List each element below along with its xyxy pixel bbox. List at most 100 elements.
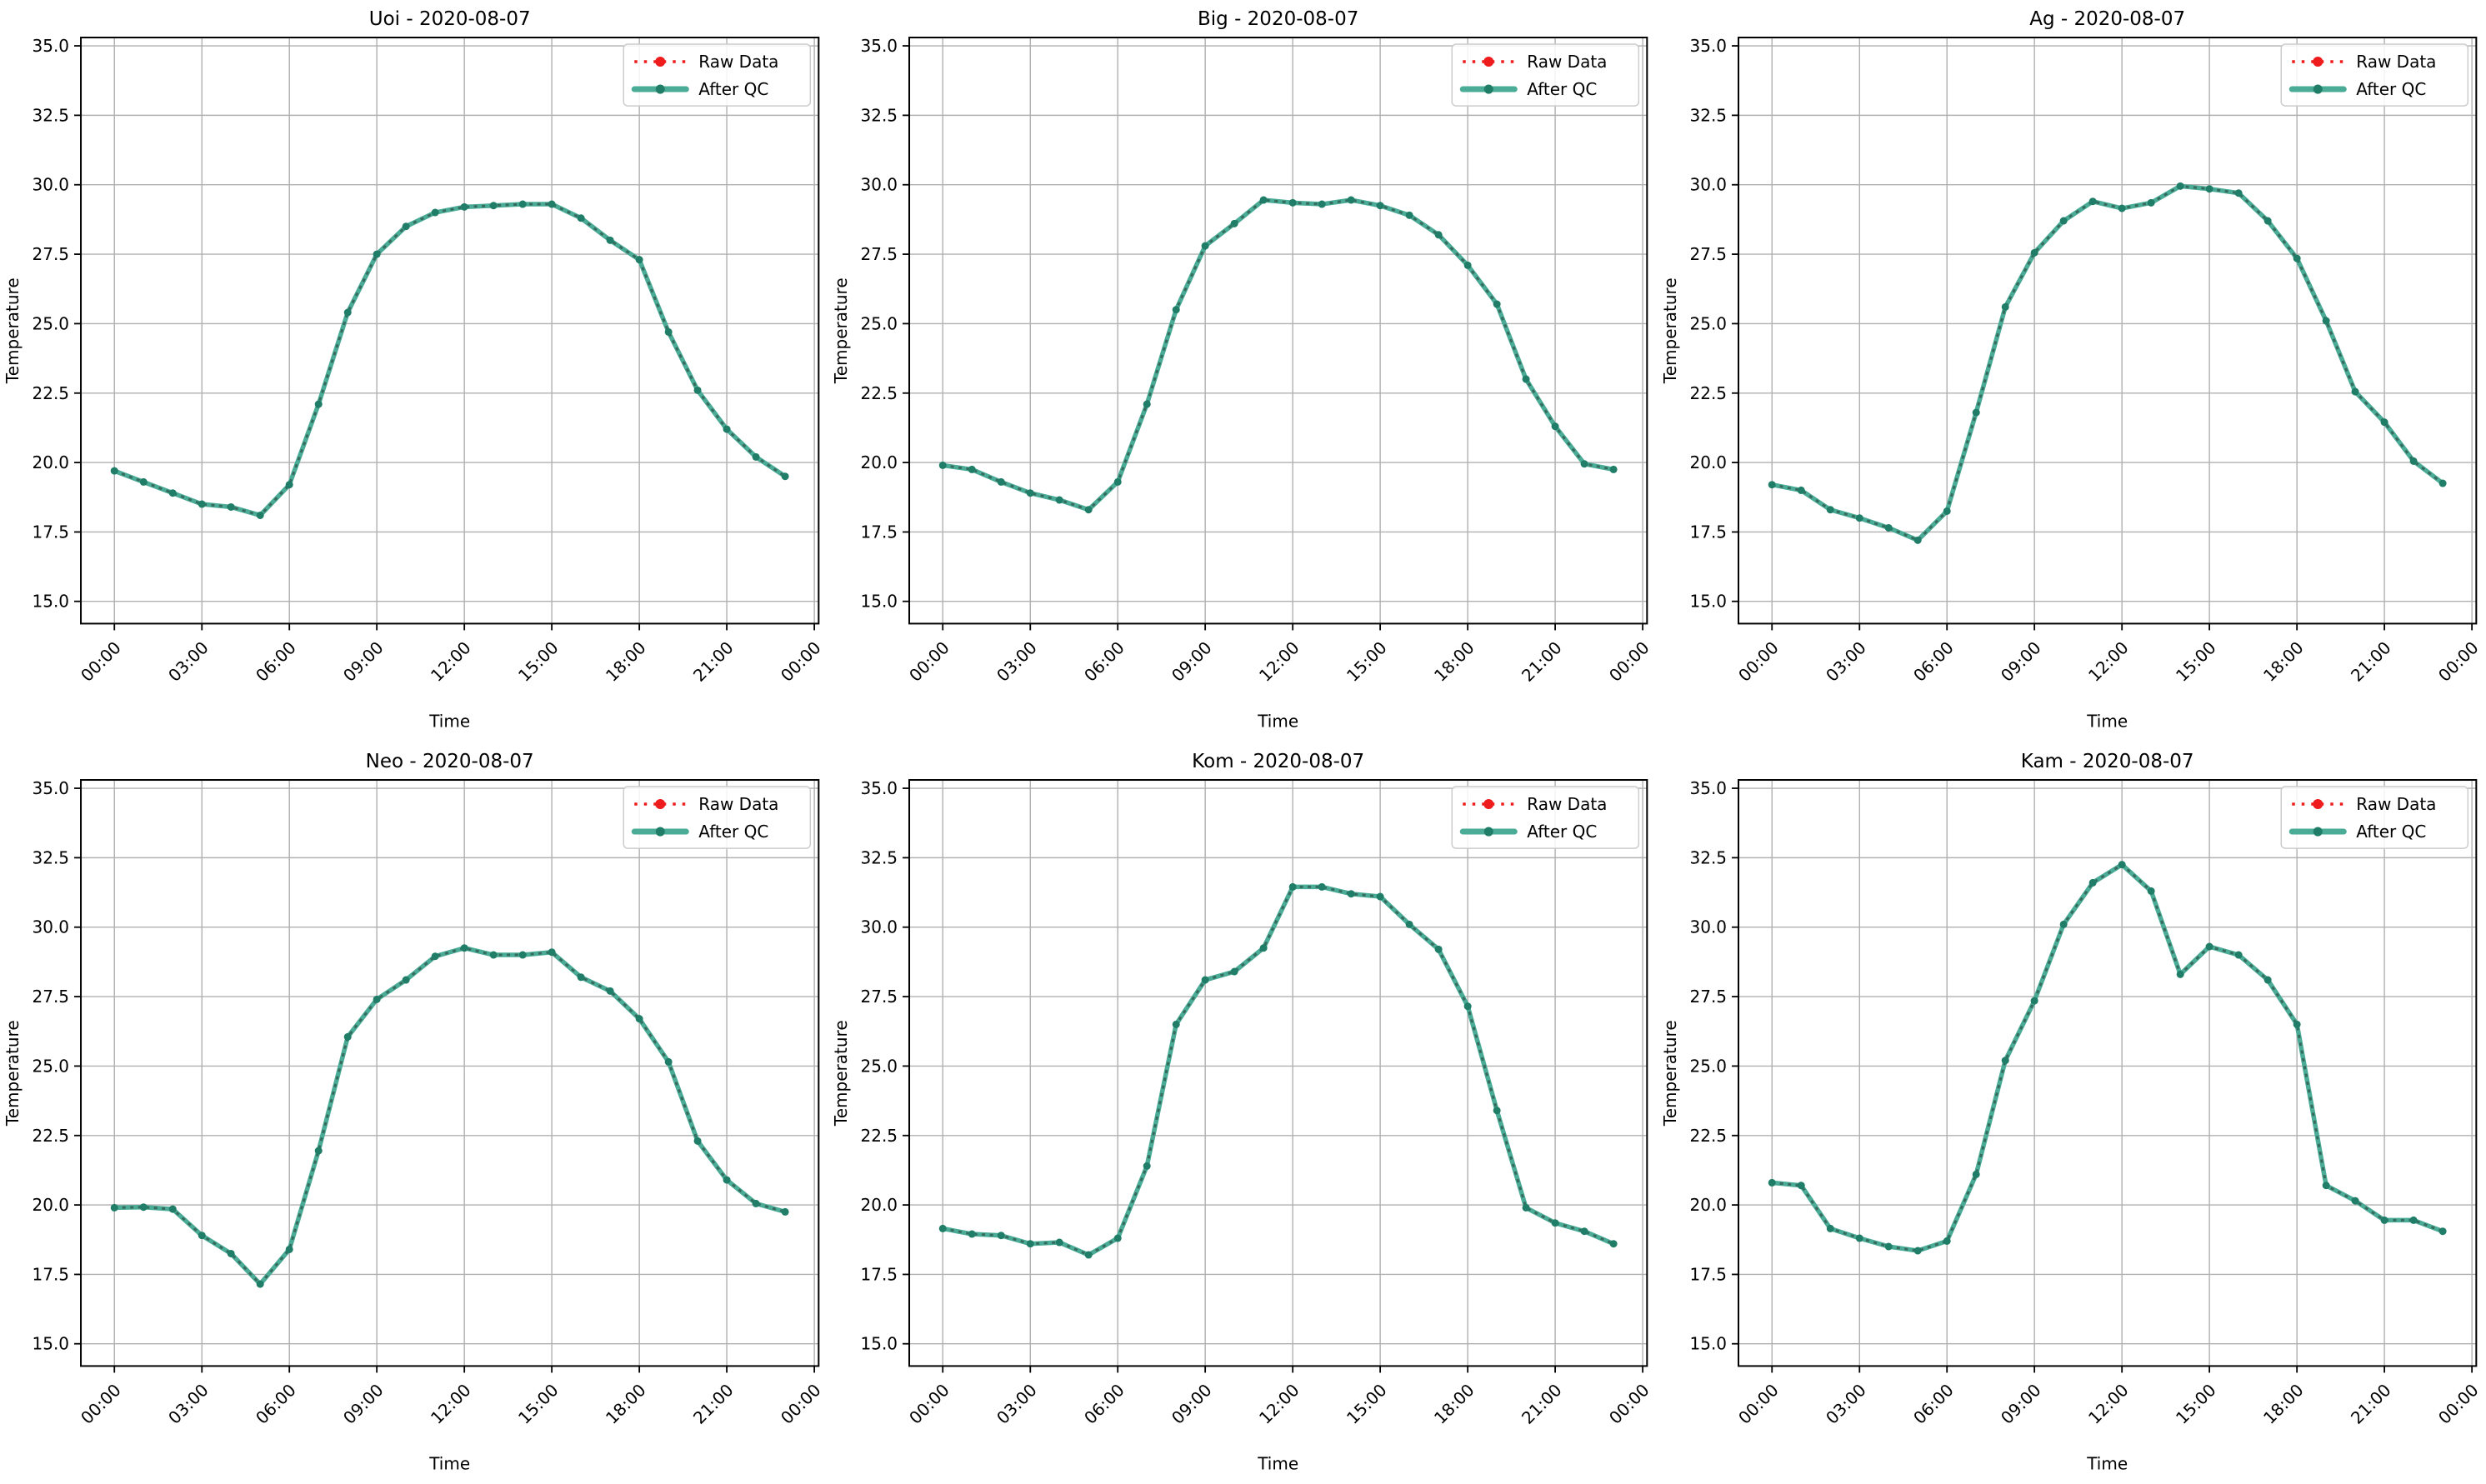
after-qc-marker	[781, 472, 789, 481]
after-qc-marker	[939, 1224, 948, 1232]
after-qc-marker	[1768, 481, 1776, 489]
after-qc-marker	[1201, 242, 1209, 250]
after-qc-marker	[2234, 189, 2243, 197]
y-tick-label: 17.5	[861, 522, 898, 542]
y-axis-label: Temperature	[831, 1020, 851, 1127]
after-qc-marker	[1259, 943, 1268, 952]
y-tick-label: 22.5	[861, 383, 898, 403]
after-qc-marker	[1405, 211, 1413, 219]
x-tick-label: 21:00	[2347, 637, 2395, 686]
after-qc-marker	[693, 1137, 702, 1145]
x-tick-label: 03:00	[993, 1380, 1041, 1428]
y-tick-label: 17.5	[33, 522, 70, 542]
x-tick-label: 15:00	[2172, 1380, 2220, 1428]
x-tick-label: 09:00	[1168, 637, 1216, 686]
after-qc-marker	[110, 467, 118, 475]
y-tick-label: 25.0	[861, 313, 898, 333]
chart-title: Uoi - 2020-08-07	[369, 8, 531, 30]
x-tick-label: 12:00	[1255, 1380, 1303, 1428]
after-qc-marker	[227, 1249, 235, 1257]
legend-raw-marker	[655, 798, 666, 809]
after-qc-marker	[606, 987, 614, 995]
raw-data-line	[114, 946, 786, 1286]
x-tick-label: 18:00	[602, 1380, 650, 1428]
legend-qc-label: After QC	[1528, 822, 1598, 842]
chart-cell-neo: 15.0 17.5 20.0 22.5 25.0 27.5 30.0 32.5 35.0 00:0…	[0, 742, 828, 1484]
y-tick-label: 32.5	[861, 105, 898, 125]
y-tick-label: 22.5	[33, 1125, 70, 1145]
temperature-chart-ag: 15.0 17.5 20.0 22.5 25.0 27.5 30.0 32.5 35.0 00:0…	[1660, 8, 2483, 731]
y-tick-label: 25.0	[33, 1056, 70, 1076]
chart-title: Kom - 2020-08-07	[1193, 751, 1365, 772]
legend-qc-label: After QC	[698, 79, 768, 99]
after-qc-marker	[968, 1230, 977, 1238]
chart-cell-ag: 15.0 17.5 20.0 22.5 25.0 27.5 30.0 32.5 35.0 00:0…	[1658, 0, 2486, 742]
plot-border	[1737, 37, 2477, 625]
y-tick-label: 35.0	[861, 778, 898, 798]
after-qc-marker	[1522, 375, 1530, 383]
x-tick-label: 15:00	[514, 1380, 563, 1428]
after-qc-marker	[2176, 970, 2184, 978]
after-qc-marker	[2293, 254, 2301, 262]
after-qc-marker	[2147, 887, 2155, 895]
y-tick-label: 20.0	[33, 452, 70, 472]
x-tick-label: 00:00	[77, 1380, 125, 1428]
after-qc-marker	[1463, 1002, 1472, 1010]
after-qc-marker	[1434, 231, 1443, 239]
chart-cell-uoi: 15.0 17.5 20.0 22.5 25.0 27.5 30.0 32.5 35.0 00:0…	[0, 0, 828, 742]
y-tick-label: 22.5	[33, 383, 70, 403]
after-qc-line	[1769, 183, 2445, 543]
y-tick-label: 25.0	[1689, 313, 1727, 333]
after-qc-marker	[723, 1176, 731, 1184]
after-qc-marker	[1551, 422, 1559, 431]
after-qc-marker	[1463, 261, 1472, 269]
after-qc-marker	[1289, 882, 1298, 891]
after-qc-marker	[998, 477, 1006, 486]
after-qc-marker	[2263, 976, 2272, 984]
y-axis-label: Temperature	[831, 277, 851, 384]
after-qc-marker	[2030, 997, 2038, 1005]
y-axis-label: Temperature	[1660, 1020, 1680, 1127]
x-tick-label: 09:00	[1997, 1380, 2045, 1428]
x-tick-label: 03:00	[993, 637, 1041, 686]
after-qc-marker	[2263, 217, 2272, 225]
after-qc-marker	[2322, 317, 2330, 325]
x-axis-label: Time	[428, 711, 470, 731]
after-qc-marker	[664, 327, 673, 336]
after-qc-marker	[577, 214, 585, 222]
plot-border	[908, 37, 1648, 625]
after-qc-marker	[1143, 1162, 1152, 1170]
x-tick-label: 06:00	[1080, 637, 1128, 686]
after-qc-marker	[635, 1014, 643, 1022]
after-qc-marker	[168, 1205, 177, 1213]
x-tick-label: 21:00	[1518, 1380, 1566, 1428]
x-tick-label: 12:00	[427, 1380, 475, 1428]
after-qc-marker	[343, 308, 352, 317]
after-qc-marker	[664, 1057, 673, 1066]
after-qc-line	[940, 884, 1617, 1257]
y-tick-label: 27.5	[33, 244, 70, 264]
y-tick-label: 15.0	[861, 1333, 898, 1353]
after-qc-marker	[1143, 400, 1152, 408]
y-tick-label: 27.5	[1689, 244, 1727, 264]
x-tick-label: 15:00	[2172, 637, 2220, 686]
after-qc-marker	[1056, 496, 1064, 504]
x-tick-label: 21:00	[1518, 637, 1566, 686]
x-tick-label: 06:00	[1909, 1380, 1958, 1428]
x-tick-label: 21:00	[2347, 1380, 2395, 1428]
y-tick-label: 32.5	[33, 847, 70, 867]
after-qc-marker	[693, 386, 702, 394]
after-qc-marker	[431, 952, 439, 960]
y-axis-label: Temperature	[3, 1020, 23, 1127]
y-tick-label: 27.5	[1689, 987, 1727, 1007]
x-tick-label: 15:00	[1343, 637, 1391, 686]
x-tick-label: 18:00	[2259, 1380, 2308, 1428]
after-qc-marker	[198, 500, 206, 508]
after-qc-marker	[2059, 217, 2068, 225]
after-qc-marker	[2205, 185, 2213, 193]
x-tick-label: 06:00	[252, 1380, 300, 1428]
after-qc-marker	[1114, 477, 1123, 486]
y-tick-label: 17.5	[33, 1264, 70, 1284]
x-tick-label: 03:00	[164, 1380, 213, 1428]
